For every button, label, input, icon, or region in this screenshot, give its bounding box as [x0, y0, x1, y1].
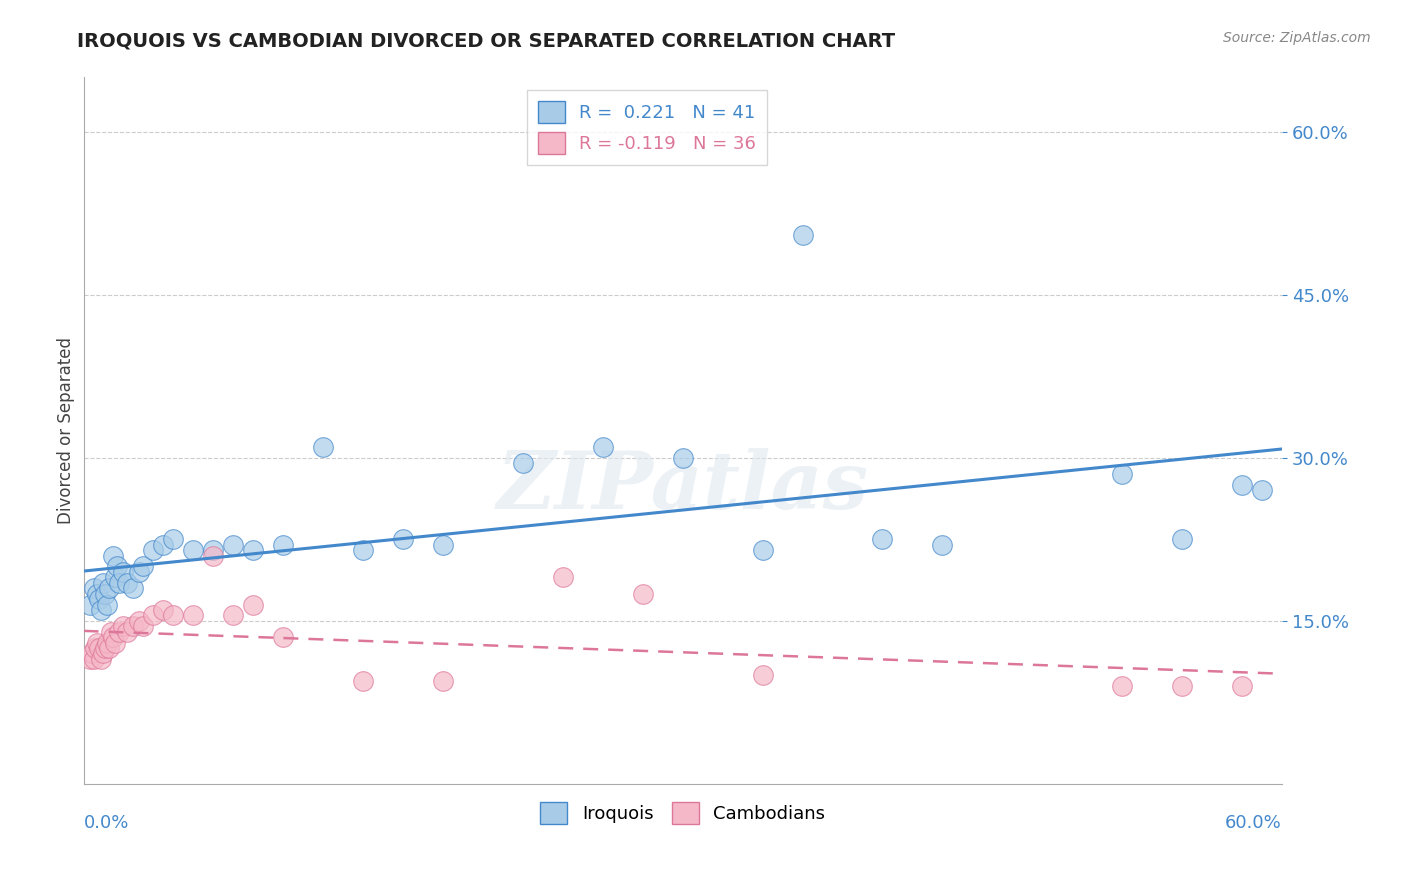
Point — [512, 456, 534, 470]
Point — [112, 619, 135, 633]
Point — [84, 640, 107, 655]
Point — [98, 640, 121, 655]
Point — [86, 635, 108, 649]
Point — [183, 608, 205, 623]
Point — [90, 603, 112, 617]
Point — [93, 575, 115, 590]
Point — [96, 598, 118, 612]
Point — [86, 587, 108, 601]
Point — [162, 608, 184, 623]
Point — [132, 559, 155, 574]
Point — [122, 619, 145, 633]
Point — [1171, 679, 1194, 693]
Point — [271, 538, 294, 552]
Point — [94, 587, 117, 601]
Point — [202, 543, 225, 558]
Point — [792, 227, 814, 242]
Point — [592, 440, 614, 454]
Point — [1230, 679, 1253, 693]
Point — [222, 608, 245, 623]
Point — [352, 543, 374, 558]
Point — [94, 640, 117, 655]
Point — [931, 538, 953, 552]
Point — [100, 624, 122, 639]
Point — [432, 673, 454, 688]
Point — [202, 549, 225, 563]
Point — [107, 559, 129, 574]
Text: 60.0%: 60.0% — [1225, 814, 1282, 832]
Point — [104, 570, 127, 584]
Point — [222, 538, 245, 552]
Point — [1251, 483, 1274, 498]
Point — [872, 533, 894, 547]
Y-axis label: Divorced or Separated: Divorced or Separated — [58, 337, 75, 524]
Point — [183, 543, 205, 558]
Point — [142, 543, 165, 558]
Point — [103, 630, 125, 644]
Point — [79, 652, 101, 666]
Point — [1230, 478, 1253, 492]
Point — [142, 608, 165, 623]
Point — [98, 581, 121, 595]
Point — [80, 647, 103, 661]
Point — [93, 647, 115, 661]
Text: Source: ZipAtlas.com: Source: ZipAtlas.com — [1223, 31, 1371, 45]
Text: 0.0%: 0.0% — [83, 814, 129, 832]
Point — [128, 565, 150, 579]
Point — [89, 592, 111, 607]
Point — [551, 570, 574, 584]
Point — [352, 673, 374, 688]
Legend: Iroquois, Cambodians: Iroquois, Cambodians — [533, 795, 832, 831]
Point — [128, 614, 150, 628]
Point — [1171, 533, 1194, 547]
Point — [79, 598, 101, 612]
Point — [104, 635, 127, 649]
Point — [751, 543, 773, 558]
Point — [242, 543, 264, 558]
Point — [312, 440, 335, 454]
Point — [83, 581, 105, 595]
Point — [152, 603, 174, 617]
Point — [103, 549, 125, 563]
Text: ZIPatlas: ZIPatlas — [496, 449, 869, 526]
Point — [96, 635, 118, 649]
Point — [132, 619, 155, 633]
Point — [152, 538, 174, 552]
Point — [751, 668, 773, 682]
Point — [672, 450, 695, 465]
Point — [83, 652, 105, 666]
Point — [108, 575, 131, 590]
Point — [89, 640, 111, 655]
Point — [1111, 679, 1133, 693]
Point — [117, 575, 139, 590]
Point — [117, 624, 139, 639]
Point — [271, 630, 294, 644]
Point — [631, 587, 654, 601]
Point — [108, 624, 131, 639]
Point — [162, 533, 184, 547]
Text: IROQUOIS VS CAMBODIAN DIVORCED OR SEPARATED CORRELATION CHART: IROQUOIS VS CAMBODIAN DIVORCED OR SEPARA… — [77, 31, 896, 50]
Point — [1111, 467, 1133, 482]
Point — [122, 581, 145, 595]
Point — [392, 533, 415, 547]
Point — [432, 538, 454, 552]
Point — [112, 565, 135, 579]
Point — [90, 652, 112, 666]
Point — [242, 598, 264, 612]
